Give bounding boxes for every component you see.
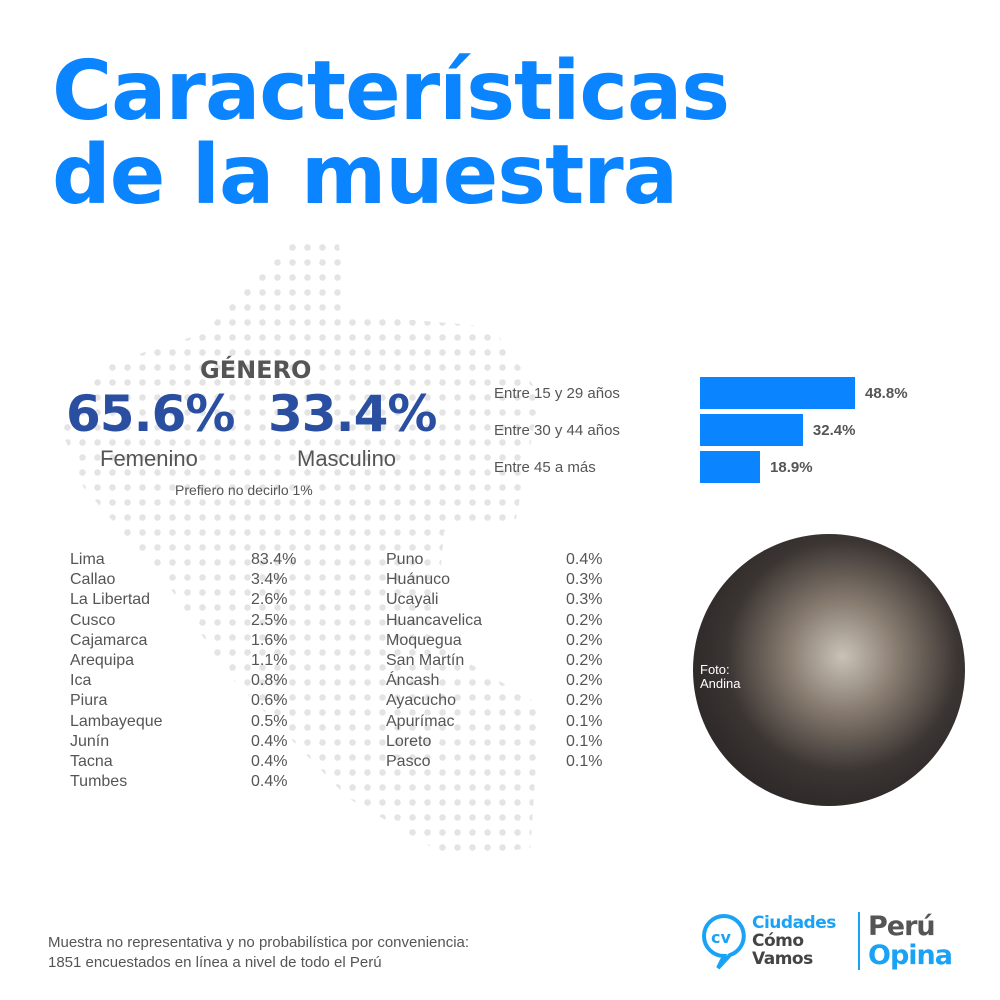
female-pct: 65.6%	[66, 385, 235, 443]
logo-divider	[858, 912, 860, 970]
title-line-1: Características	[52, 44, 730, 139]
logo-text: Cómo	[752, 931, 804, 951]
region-pct: 3.4%	[251, 571, 288, 589]
peru-opina-logo: Perú Opina	[868, 911, 953, 971]
region-name: Arequipa	[70, 652, 135, 669]
ciudades-como-vamos-logo: Ciudades Cómo Vamos	[752, 914, 836, 968]
region-pct: 0.2%	[566, 611, 603, 629]
region-pct: 0.5%	[251, 712, 288, 730]
footer-line-1: Muestra no representativa y no probabilí…	[48, 934, 470, 951]
region-pct: 0.8%	[251, 672, 288, 690]
region-name: Lima	[70, 551, 105, 568]
logo-text: Vamos	[752, 949, 813, 969]
region-pct: 1.1%	[251, 652, 288, 669]
region-pct: 0.6%	[251, 692, 288, 710]
title-line-2: de la muestra	[52, 128, 678, 223]
region-name: Huancavelica	[386, 611, 483, 629]
region-name: Ica	[70, 672, 92, 690]
age-category-label: Entre 30 y 44 años	[494, 422, 620, 439]
age-bar-value: 32.4%	[812, 422, 856, 439]
region-name: Loreto	[386, 732, 432, 750]
region-pct: 2.6%	[251, 591, 288, 609]
region-name: Áncash	[386, 672, 440, 690]
page-title: Características de la muestra	[52, 44, 730, 223]
region-name: Huánuco	[386, 571, 451, 589]
peru-dot-map	[60, 240, 540, 860]
region-pct: 0.1%	[566, 732, 603, 750]
region-name: Cusco	[70, 611, 116, 629]
region-name: Ucayali	[386, 591, 439, 609]
footer-line-2: 1851 encuestados en línea a nivel de tod…	[48, 954, 382, 971]
region-pct: 0.1%	[566, 753, 603, 770]
region-name: San Martín	[386, 652, 465, 669]
region-pct: 0.4%	[251, 753, 288, 770]
logo-text: Perú	[868, 911, 936, 942]
gender-other: Prefiero no decirlo 1%	[175, 482, 313, 498]
region-name: La Libertad	[70, 591, 151, 609]
photo-credit: Foto: Andina	[700, 662, 741, 691]
region-name: Piura	[70, 692, 108, 710]
region-pct: 0.2%	[566, 672, 603, 690]
age-category-label: Entre 15 y 29 años	[494, 385, 620, 402]
region-pct: 0.3%	[566, 591, 603, 609]
gender-heading: GÉNERO	[200, 356, 312, 384]
region-name: Apurímac	[386, 712, 455, 730]
region-name: Pasco	[386, 753, 431, 770]
region-pct: 0.2%	[566, 631, 603, 649]
age-bar-value: 18.9%	[770, 459, 813, 476]
logo-text: Opina	[868, 940, 953, 971]
region-name: Moquegua	[386, 631, 462, 649]
age-bar-value: 48.8%	[865, 385, 908, 402]
region-pct: 2.5%	[251, 611, 288, 629]
age-bar	[700, 377, 855, 409]
region-name: Tacna	[70, 753, 113, 770]
footer-note: Muestra no representativa y no probabilí…	[48, 933, 469, 973]
svg-text:cv: cv	[711, 928, 731, 947]
region-pct: 0.2%	[566, 652, 603, 669]
region-pct: 0.3%	[566, 571, 603, 589]
region-name: Junín	[70, 732, 110, 750]
region-pct: 0.4%	[566, 551, 603, 568]
logo-text: Ciudades	[752, 913, 836, 933]
region-name: Tumbes	[70, 773, 128, 791]
region-pct: 1.6%	[251, 631, 288, 649]
region-pct: 0.4%	[251, 732, 288, 750]
region-name: Puno	[386, 551, 424, 568]
age-category-label: Entre 45 a más	[494, 459, 596, 476]
region-pct: 0.1%	[566, 712, 603, 730]
age-bar	[700, 414, 803, 446]
male-pct: 33.4%	[268, 385, 437, 443]
region-name: Cajamarca	[70, 631, 148, 649]
photo	[693, 534, 965, 806]
age-bar	[700, 451, 761, 483]
female-label: Femenino	[100, 446, 198, 471]
region-name: Callao	[70, 571, 116, 589]
region-pct: 0.2%	[566, 692, 603, 710]
male-label: Masculino	[297, 446, 397, 471]
region-pct: 83.4%	[251, 551, 297, 568]
region-name: Lambayeque	[70, 712, 163, 730]
ciudades-logo-icon: cv	[702, 913, 746, 970]
region-pct: 0.4%	[251, 773, 288, 791]
region-name: Ayacucho	[386, 692, 456, 710]
